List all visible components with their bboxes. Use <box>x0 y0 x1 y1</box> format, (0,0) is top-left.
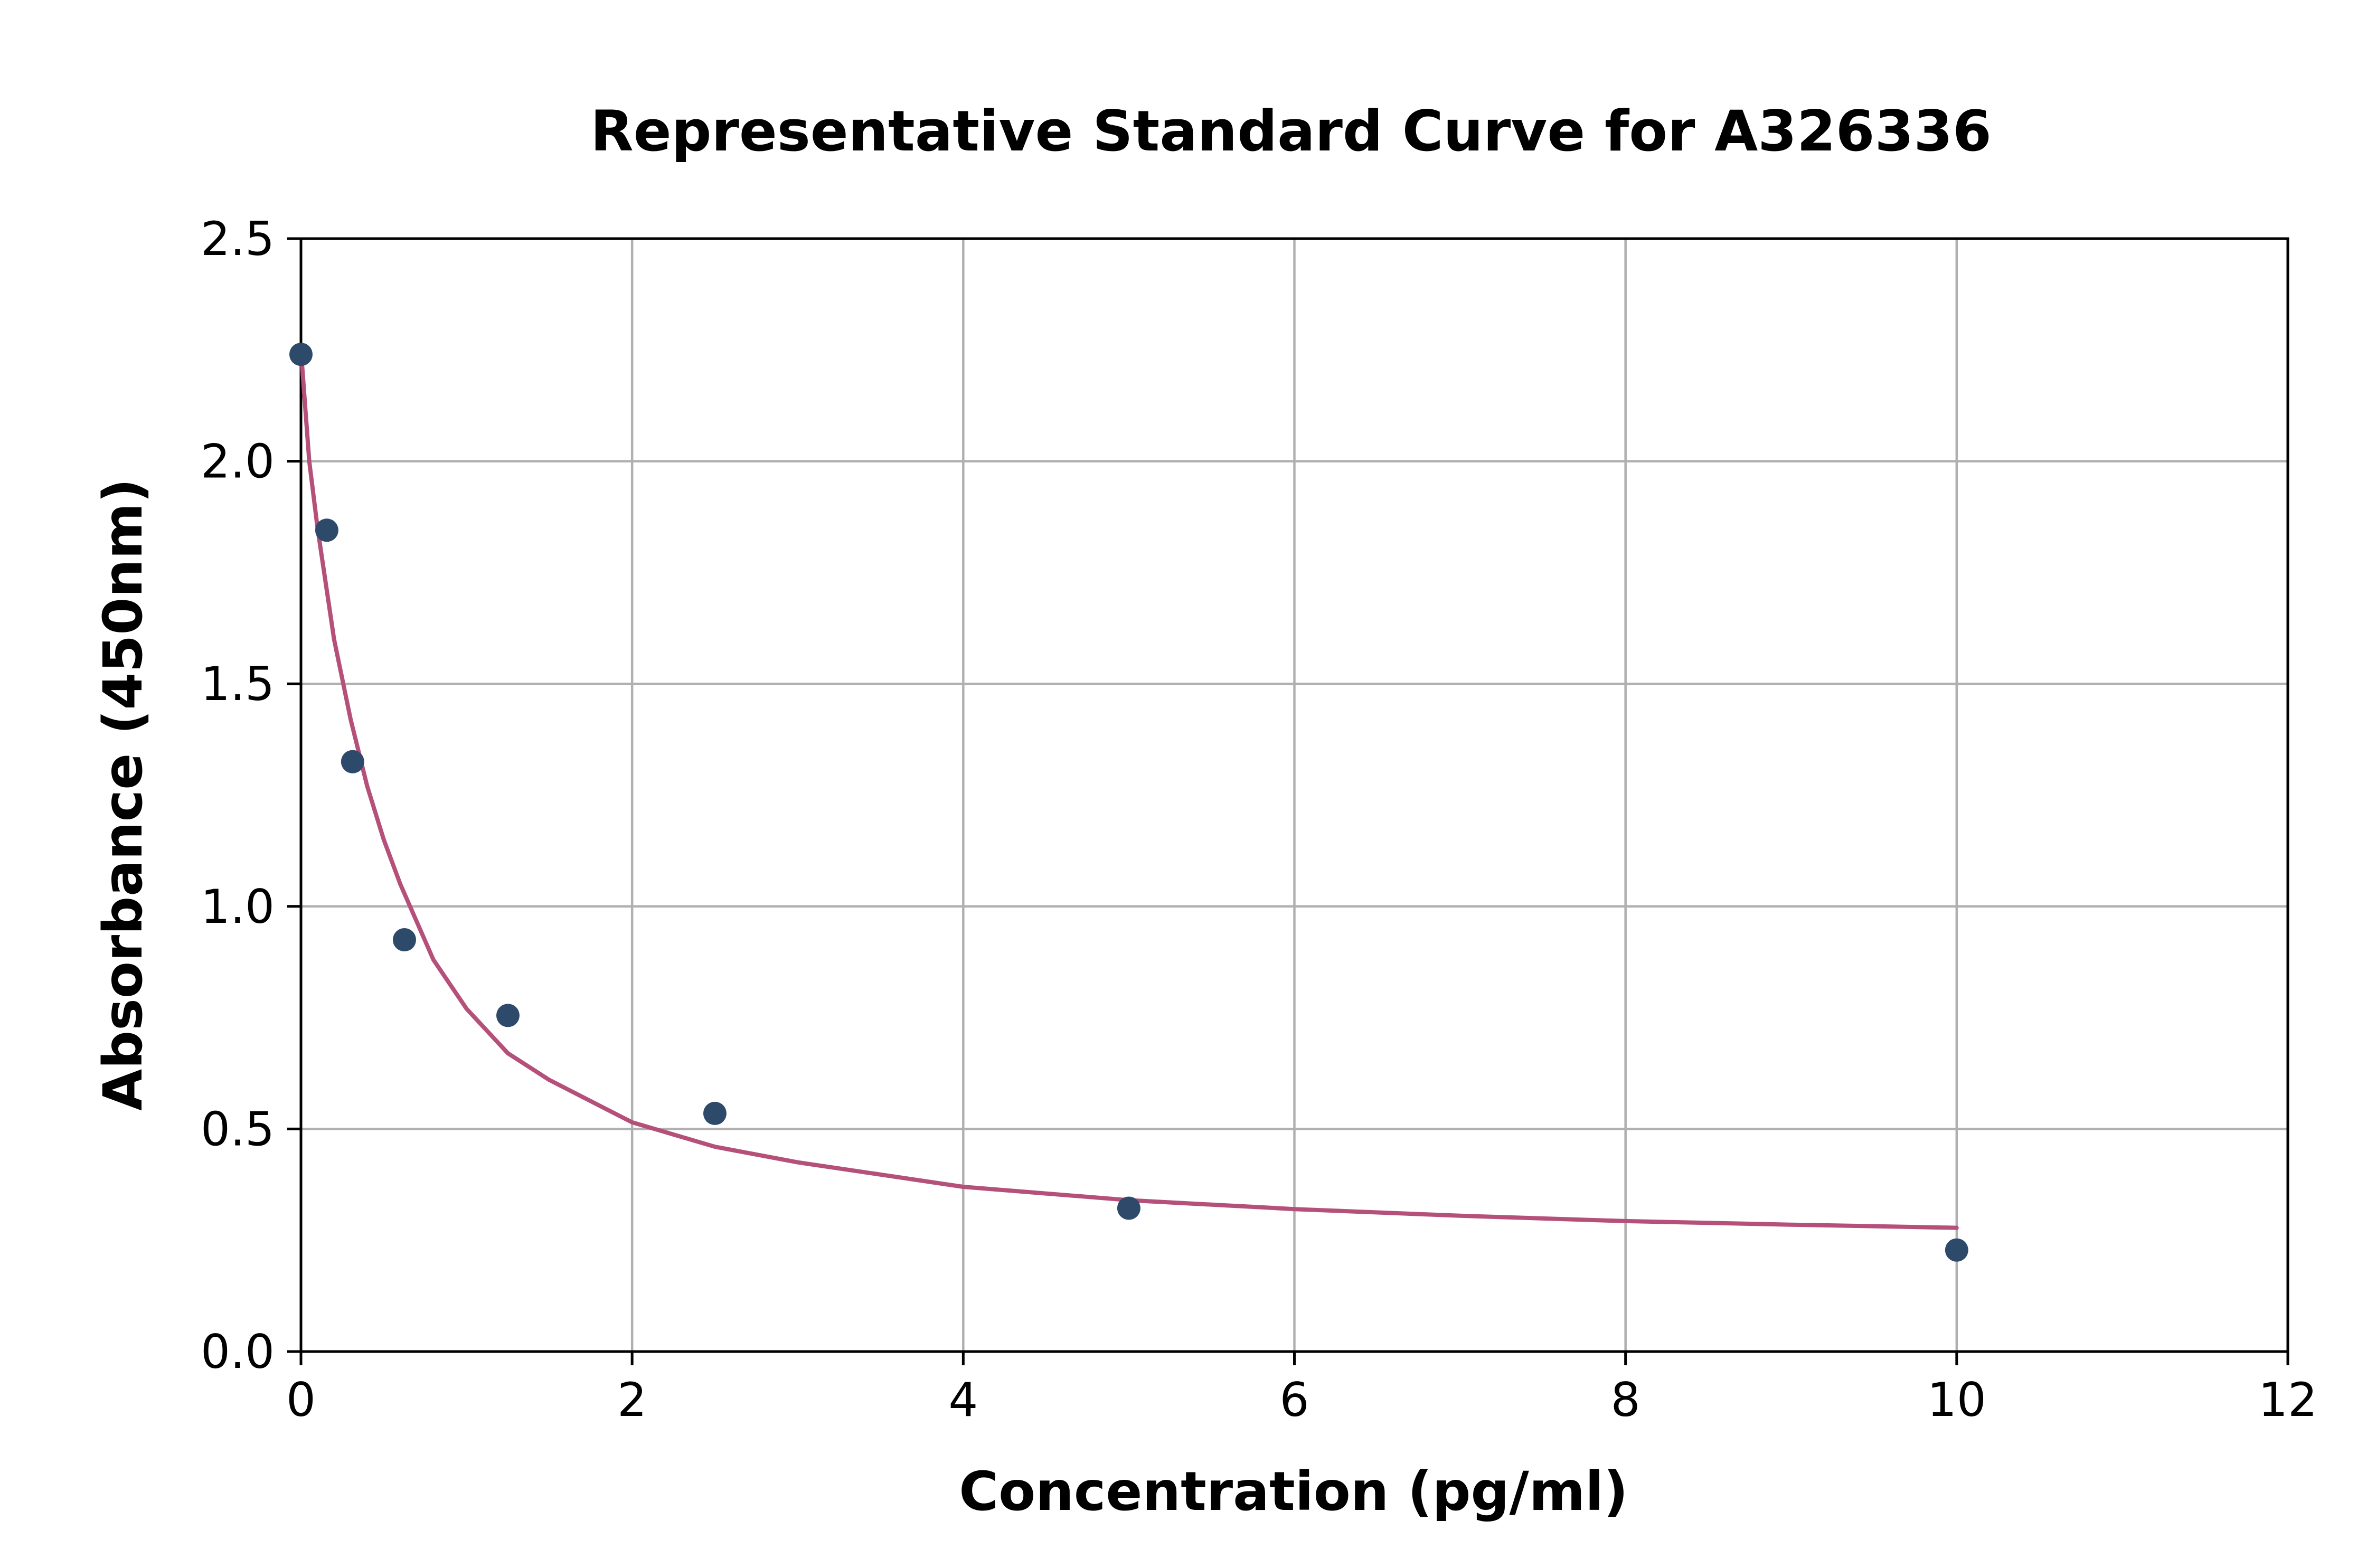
y-tick-label: 1.0 <box>201 880 275 934</box>
chart-title: Representative Standard Curve for A32633… <box>590 99 1992 164</box>
data-point <box>392 928 416 952</box>
data-point <box>341 750 364 773</box>
data-point <box>703 1101 727 1125</box>
data-point <box>1117 1196 1140 1220</box>
x-axis-label: Concentration (pg/ml) <box>959 1460 1628 1523</box>
data-points-layer <box>289 343 1968 1262</box>
fit-curve-layer <box>299 347 1959 1230</box>
y-tick-label: 1.5 <box>201 657 275 711</box>
data-point <box>496 1004 520 1027</box>
data-point <box>289 343 313 366</box>
x-tick-label: 10 <box>1927 1373 1986 1427</box>
grid-lines <box>299 237 2289 1353</box>
y-tick-label: 2.0 <box>201 434 275 489</box>
y-tick-label: 0.0 <box>201 1325 275 1379</box>
x-tick-label: 2 <box>617 1373 647 1427</box>
y-axis-label: Absorbance (450nm) <box>92 478 155 1111</box>
x-axis-ticks: 0 2 4 6 8 10 12 <box>286 1352 2317 1427</box>
y-tick-label: 2.5 <box>201 212 275 266</box>
x-tick-label: 8 <box>1611 1373 1640 1427</box>
x-tick-label: 6 <box>1280 1373 1309 1427</box>
x-tick-label: 12 <box>2258 1373 2317 1427</box>
data-point <box>315 518 338 542</box>
fit-curve-line <box>299 347 1959 1230</box>
x-tick-label: 4 <box>948 1373 978 1427</box>
y-axis-ticks: 0.0 0.5 1.0 1.5 2.0 2.5 <box>201 212 301 1379</box>
y-tick-label: 0.5 <box>201 1102 275 1156</box>
data-point <box>1945 1238 1968 1262</box>
x-tick-label: 0 <box>286 1373 316 1427</box>
